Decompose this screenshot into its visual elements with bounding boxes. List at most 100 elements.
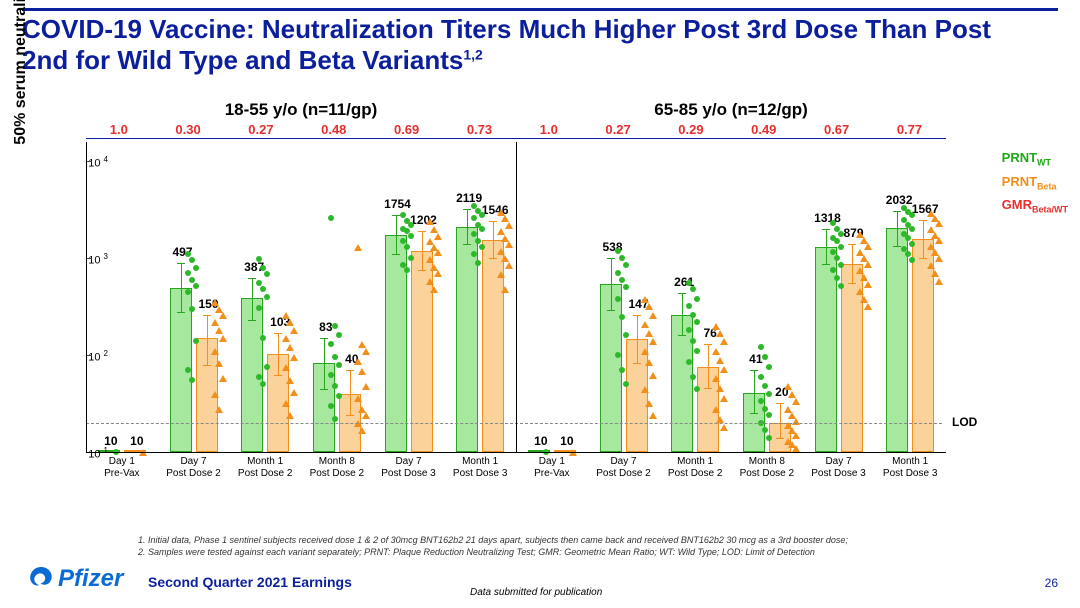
scatter-point-o: [426, 278, 434, 285]
scatter-point-g: [256, 280, 262, 286]
x-category: Month 1Post Dose 3: [444, 456, 516, 480]
scatter-point-o: [219, 335, 227, 342]
scatter-point-g: [260, 381, 266, 387]
scatter-point-o: [641, 386, 649, 393]
scatter-point-o: [792, 445, 800, 452]
scatter-point-o: [720, 366, 728, 373]
scatter-point-g: [185, 251, 191, 257]
scatter-point-g: [328, 341, 334, 347]
legend-beta: PRNTBeta: [1002, 174, 1068, 192]
scatter-point-o: [219, 375, 227, 382]
y-tick-label: 10 4: [88, 155, 108, 170]
scatter-point-g: [185, 367, 191, 373]
scatter-point-o: [219, 312, 227, 319]
scatter-point-g: [766, 364, 772, 370]
x-category: Day 7Post Dose 2: [158, 456, 230, 480]
scatter-point-g: [615, 352, 621, 358]
scatter-point-g: [189, 377, 195, 383]
scatter-point-g: [185, 270, 191, 276]
scatter-point-g: [758, 374, 764, 380]
scatter-point-o: [215, 360, 223, 367]
scatter-point-g: [762, 383, 768, 389]
scatter-point-o: [712, 375, 720, 382]
bar-value: 10: [120, 434, 154, 448]
scatter-point-o: [286, 344, 294, 351]
scatter-point-g: [260, 265, 266, 271]
scatter-point-o: [282, 335, 290, 342]
bar-value: 261: [667, 275, 701, 289]
scatter-point-o: [434, 233, 442, 240]
scatter-point-g: [619, 367, 625, 373]
scatter-point-g: [264, 294, 270, 300]
x-category: Month 8Post Dose 2: [731, 456, 803, 480]
scatter-point-o: [931, 270, 939, 277]
scatter-point-o: [649, 412, 657, 419]
scatter-point-g: [471, 215, 477, 221]
scatter-point-g: [185, 289, 191, 295]
scatter-point-o: [426, 256, 434, 263]
x-category: Day 1Pre-Vax: [86, 456, 158, 480]
scatter-point-o: [501, 215, 509, 222]
scatter-point-o: [215, 406, 223, 413]
scatter-point-g: [758, 344, 764, 350]
scatter-point-g: [408, 222, 414, 228]
scatter-point-g: [189, 257, 195, 263]
scatter-point-g: [623, 284, 629, 290]
legend-wt: PRNTWT: [1002, 150, 1068, 168]
scatter-point-o: [505, 222, 513, 229]
scatter-point-g: [762, 427, 768, 433]
bar: [886, 228, 908, 452]
scatter-point-g: [332, 383, 338, 389]
scatter-point-o: [720, 395, 728, 402]
scatter-point-g: [766, 435, 772, 441]
scatter-point-o: [860, 296, 868, 303]
y-tick-label: 10 3: [88, 252, 108, 267]
scatter-point-g: [686, 280, 692, 286]
scatter-point-o: [362, 348, 370, 355]
scatter-point-o: [792, 432, 800, 439]
scatter-point-o: [426, 218, 434, 225]
scatter-point-o: [649, 312, 657, 319]
bar-value: 10: [550, 434, 584, 448]
scatter-point-o: [354, 395, 362, 402]
scatter-point-o: [497, 248, 505, 255]
scatter-point-g: [336, 393, 342, 399]
scatter-point-g: [328, 215, 334, 221]
scatter-point-o: [501, 286, 509, 293]
scatter-point-o: [716, 385, 724, 392]
scatter-point-o: [649, 372, 657, 379]
scatter-point-o: [286, 377, 294, 384]
scatter-point-g: [256, 305, 262, 311]
scatter-point-g: [619, 277, 625, 283]
scatter-point-g: [766, 391, 772, 397]
scatter-point-o: [712, 406, 720, 413]
scatter-point-o: [358, 427, 366, 434]
pfizer-logo-text: Pfizer: [58, 565, 123, 593]
scatter-point-o: [860, 274, 868, 281]
scatter-point-g: [834, 255, 840, 261]
scatter-point-o: [716, 416, 724, 423]
scatter-point-g: [336, 362, 342, 368]
scatter-point-o: [712, 348, 720, 355]
scatter-point-g: [905, 251, 911, 257]
scatter-point-o: [641, 321, 649, 328]
x-category: Month 8Post Dose 2: [301, 456, 373, 480]
scatter-point-o: [935, 278, 943, 285]
scatter-point-g: [690, 338, 696, 344]
x-category: Month 1Post Dose 3: [874, 456, 946, 480]
y-tick-label: 10 2: [88, 349, 108, 364]
slide-title: COVID-19 Vaccine: Neutralization Titers …: [22, 14, 1002, 76]
scatter-point-o: [362, 383, 370, 390]
scatter-point-g: [694, 348, 700, 354]
scatter-point-o: [358, 368, 366, 375]
footer-title: Second Quarter 2021 Earnings: [148, 574, 352, 590]
scatter-point-o: [497, 228, 505, 235]
scatter-point-o: [649, 338, 657, 345]
chart: 50% serum neutralizing titer 10104971503…: [62, 108, 942, 498]
scatter-point-g: [332, 323, 338, 329]
scatter-point-o: [645, 400, 653, 407]
scatter-point-o: [720, 338, 728, 345]
scatter-point-o: [211, 391, 219, 398]
scatter-point-g: [408, 255, 414, 261]
scatter-point-g: [830, 220, 836, 226]
